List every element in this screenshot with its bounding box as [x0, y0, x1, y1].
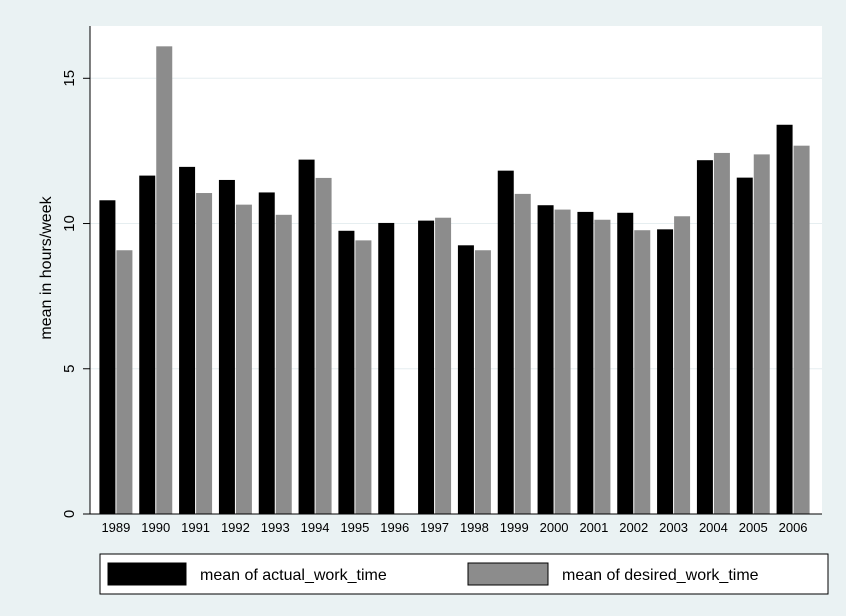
bar-actual	[497, 170, 514, 514]
x-tick-label: 1992	[221, 520, 250, 535]
x-tick-label: 1995	[340, 520, 369, 535]
bar-desired	[793, 145, 810, 514]
y-tick-label: 15	[61, 70, 78, 87]
bar-desired	[514, 193, 531, 514]
x-tick-label: 2006	[779, 520, 808, 535]
bar-desired	[116, 250, 133, 514]
bar-actual	[378, 222, 395, 514]
bar-actual	[776, 124, 793, 514]
bar-desired	[315, 177, 332, 514]
bar-actual	[218, 179, 235, 514]
legend-label-actual: mean of actual_work_time	[200, 567, 387, 584]
bar-actual	[298, 159, 315, 514]
bar-actual	[736, 177, 753, 514]
bar-desired	[594, 219, 611, 514]
y-axis-title: mean in hours/week	[38, 195, 55, 339]
bar-desired	[235, 204, 252, 514]
x-tick-label: 1993	[261, 520, 290, 535]
y-axis-ticks: 0 5 10 15	[61, 70, 90, 518]
x-tick-label: 2001	[579, 520, 608, 535]
x-tick-label: 2003	[659, 520, 688, 535]
x-tick-label: 1997	[420, 520, 449, 535]
bar-desired	[435, 217, 452, 514]
x-axis-labels: 1989 1990 1991 1992 1993 1994 1995 1996 1997 1998…	[101, 520, 807, 535]
x-tick-label: 2000	[540, 520, 569, 535]
x-tick-label: 1991	[181, 520, 210, 535]
x-tick-label: 1989	[101, 520, 130, 535]
x-tick-label: 1994	[301, 520, 330, 535]
bar-desired	[713, 152, 730, 514]
y-tick-label: 5	[61, 365, 78, 373]
bar-actual	[99, 200, 116, 515]
y-tick-label: 0	[61, 510, 78, 518]
bar-desired	[355, 240, 372, 514]
bar-desired	[554, 209, 571, 515]
x-tick-label: 1996	[380, 520, 409, 535]
bar-actual	[258, 192, 275, 514]
bar-actual	[577, 211, 594, 514]
bar-desired	[753, 154, 770, 514]
x-tick-label: 1990	[141, 520, 170, 535]
bar-actual	[139, 175, 156, 514]
legend-swatch-desired	[467, 562, 549, 586]
x-tick-label: 2002	[619, 520, 648, 535]
bar-desired	[156, 46, 173, 514]
x-tick-label: 2005	[739, 520, 768, 535]
x-tick-label: 2004	[699, 520, 728, 535]
bar-actual	[696, 160, 713, 514]
bar-desired	[275, 214, 292, 515]
bar-desired	[674, 216, 691, 514]
bar-actual	[457, 245, 474, 515]
y-tick-label: 10	[61, 215, 78, 232]
legend-box	[99, 553, 829, 595]
bar-desired	[474, 250, 491, 514]
bar-actual	[418, 220, 435, 514]
bars	[99, 46, 810, 515]
legend-label-desired: mean of desired_work_time	[562, 567, 759, 584]
x-tick-label: 1998	[460, 520, 489, 535]
legend: mean of actual_work_time mean of desired…	[99, 553, 829, 595]
bar-actual	[179, 166, 196, 514]
x-tick-label: 1999	[500, 520, 529, 535]
bar-actual	[617, 212, 634, 514]
bar-actual	[338, 230, 355, 515]
bar-actual	[537, 205, 554, 514]
bar-actual	[657, 229, 674, 515]
bar-desired	[634, 230, 651, 514]
legend-swatch-actual	[107, 562, 187, 586]
bar-desired	[196, 193, 213, 514]
